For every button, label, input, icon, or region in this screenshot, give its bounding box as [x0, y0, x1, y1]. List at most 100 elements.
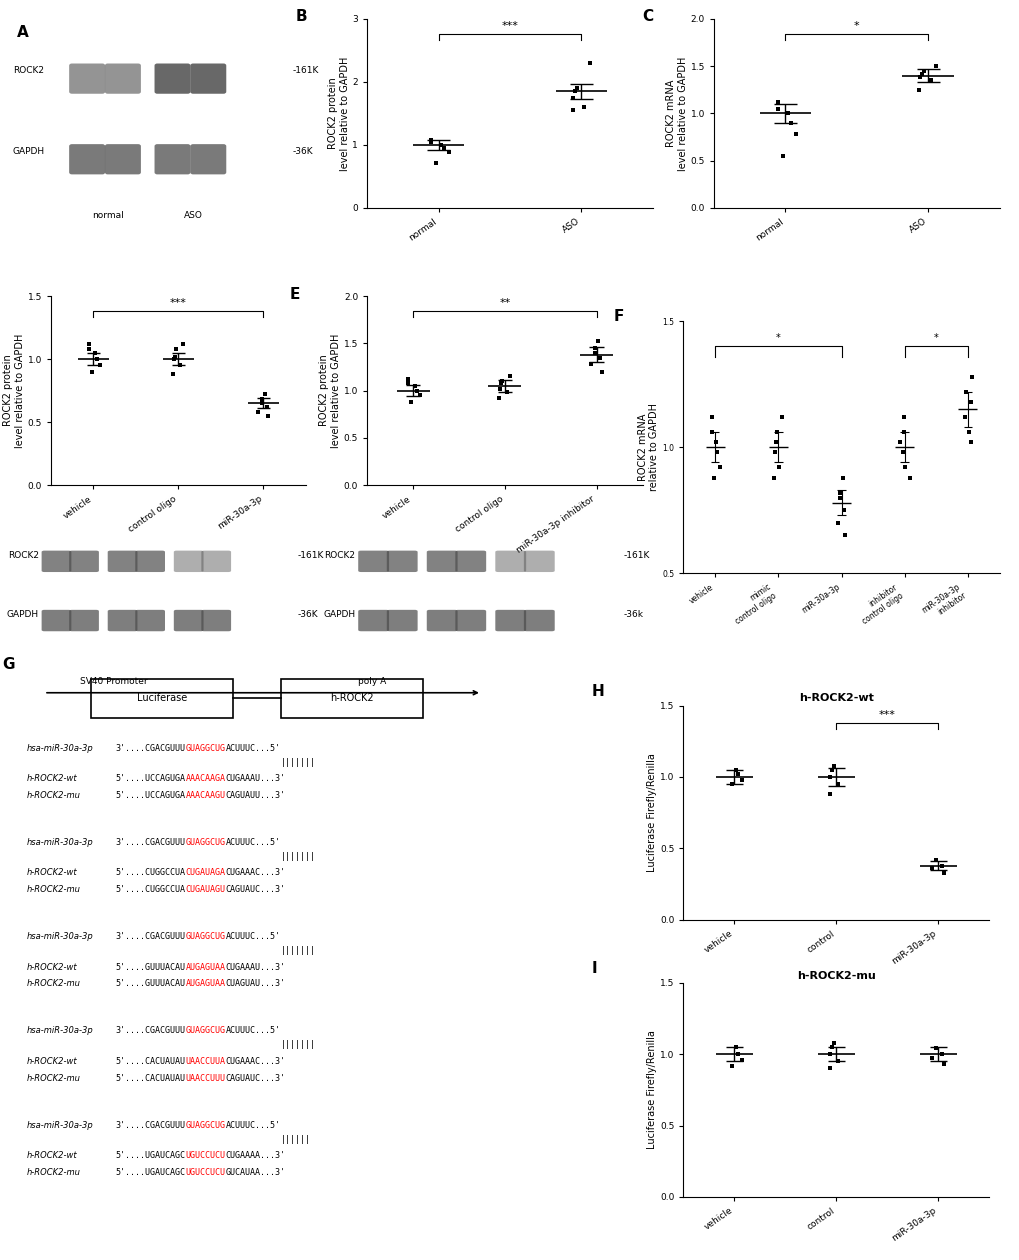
Point — [821, 767, 838, 788]
Point — [257, 384, 273, 404]
FancyBboxPatch shape — [191, 63, 226, 93]
Point — [962, 432, 978, 452]
Point — [896, 457, 912, 478]
Point — [569, 78, 585, 98]
Text: SV40 Promoter: SV40 Promoter — [79, 677, 147, 687]
Y-axis label: Luciferase Firefly/Renilla: Luciferase Firefly/Renilla — [647, 753, 656, 872]
Point — [490, 388, 506, 408]
Point — [934, 1055, 951, 1075]
Text: ACUUUC...5': ACUUUC...5' — [225, 1027, 280, 1036]
Point — [723, 774, 740, 794]
Text: I: I — [591, 961, 597, 976]
Point — [501, 367, 518, 387]
Text: 5'....GUUUACAU: 5'....GUUUACAU — [115, 963, 184, 971]
Text: CUGAUAGU: CUGAUAGU — [185, 885, 225, 895]
Point — [586, 343, 602, 363]
Point — [165, 349, 181, 369]
Text: CUGAUAGA: CUGAUAGA — [185, 868, 225, 877]
Point — [923, 858, 940, 878]
Point — [832, 483, 848, 503]
Point — [703, 407, 719, 427]
FancyBboxPatch shape — [173, 610, 204, 631]
Y-axis label: ROCK2 mRNA
relative to GAPDH: ROCK2 mRNA relative to GAPDH — [637, 403, 659, 491]
Text: UGUCCUCU: UGUCCUCU — [185, 1152, 225, 1160]
FancyBboxPatch shape — [426, 551, 458, 572]
Point — [582, 354, 598, 374]
Text: CUGAAAU...3': CUGAAAU...3' — [225, 963, 285, 971]
Point — [710, 457, 727, 478]
Y-axis label: ROCK2 mRNA
level relative to GAPDH: ROCK2 mRNA level relative to GAPDH — [665, 57, 687, 170]
Text: AUGAGUAA: AUGAGUAA — [185, 979, 225, 988]
Point — [728, 1037, 744, 1057]
Text: -36K: -36K — [298, 610, 318, 620]
Point — [836, 525, 852, 546]
Point — [491, 378, 507, 398]
FancyBboxPatch shape — [386, 610, 417, 631]
Text: CUGAAAA...3': CUGAAAA...3' — [225, 1152, 285, 1160]
Y-axis label: ROCK2 protein
level relative to GAPDH: ROCK2 protein level relative to GAPDH — [328, 57, 350, 170]
Point — [768, 98, 785, 118]
Text: h-ROCK2-mu: h-ROCK2-mu — [26, 885, 81, 895]
Point — [957, 382, 973, 402]
Text: hsa-miR-30a-3p: hsa-miR-30a-3p — [26, 838, 93, 847]
Point — [167, 346, 183, 367]
Text: |||||||: ||||||| — [280, 757, 316, 766]
Point — [773, 146, 790, 166]
Point — [723, 1056, 740, 1076]
Point — [730, 1045, 746, 1065]
Text: ROCK2: ROCK2 — [13, 66, 45, 76]
Point — [960, 422, 976, 442]
Text: h-ROCK2-mu: h-ROCK2-mu — [26, 791, 81, 800]
Point — [730, 764, 746, 784]
Text: *: * — [853, 21, 859, 32]
Y-axis label: ROCK2 protein
level relative to GAPDH: ROCK2 protein level relative to GAPDH — [319, 334, 340, 447]
Point — [962, 392, 978, 412]
Text: -36k: -36k — [624, 610, 643, 620]
Point — [766, 432, 783, 452]
FancyBboxPatch shape — [495, 551, 526, 572]
Point — [733, 770, 749, 790]
Text: 5'....UCCAGUGA: 5'....UCCAGUGA — [115, 791, 184, 800]
FancyBboxPatch shape — [155, 63, 191, 93]
Point — [707, 432, 723, 452]
FancyBboxPatch shape — [191, 144, 226, 174]
Point — [934, 863, 951, 883]
Text: ||||||: |||||| — [280, 1134, 311, 1144]
Point — [411, 386, 427, 406]
FancyBboxPatch shape — [69, 63, 105, 93]
Point — [821, 1058, 838, 1079]
Text: hsa-miR-30a-3p: hsa-miR-30a-3p — [26, 1120, 93, 1130]
Point — [892, 432, 908, 452]
Text: 3'....CGACGUUU: 3'....CGACGUUU — [115, 1120, 184, 1130]
Point — [565, 88, 581, 108]
Text: GAPDH: GAPDH — [323, 610, 355, 620]
Text: AAACAAGU: AAACAAGU — [185, 791, 225, 800]
Point — [896, 407, 912, 427]
Point — [782, 113, 798, 134]
FancyBboxPatch shape — [105, 144, 141, 174]
Text: |||||||: ||||||| — [280, 946, 316, 955]
Text: 3'....CGACGUUU: 3'....CGACGUUU — [115, 1027, 184, 1036]
Text: AUGAGUAA: AUGAGUAA — [185, 963, 225, 971]
Point — [824, 756, 841, 776]
Point — [773, 407, 790, 427]
FancyBboxPatch shape — [454, 551, 486, 572]
Point — [403, 392, 419, 412]
FancyBboxPatch shape — [386, 551, 417, 572]
Text: GUAGGCUG: GUAGGCUG — [185, 743, 225, 752]
Text: GUAGGCUG: GUAGGCUG — [185, 1120, 225, 1130]
Point — [821, 1045, 838, 1065]
Text: hsa-miR-30a-3p: hsa-miR-30a-3p — [26, 932, 93, 941]
Text: GUAGGCUG: GUAGGCUG — [185, 838, 225, 847]
Point — [253, 393, 269, 413]
FancyBboxPatch shape — [136, 551, 165, 572]
Point — [901, 467, 917, 488]
Text: 5'....GUUUACAU: 5'....GUUUACAU — [115, 979, 184, 988]
Title: h-ROCK2-mu: h-ROCK2-mu — [796, 970, 875, 980]
Point — [399, 373, 416, 393]
Point — [824, 1033, 841, 1053]
Text: -161K: -161K — [298, 551, 324, 561]
Text: |||||||: ||||||| — [280, 852, 316, 861]
Text: h-ROCK2-mu: h-ROCK2-mu — [26, 1168, 81, 1177]
Point — [829, 1051, 846, 1071]
